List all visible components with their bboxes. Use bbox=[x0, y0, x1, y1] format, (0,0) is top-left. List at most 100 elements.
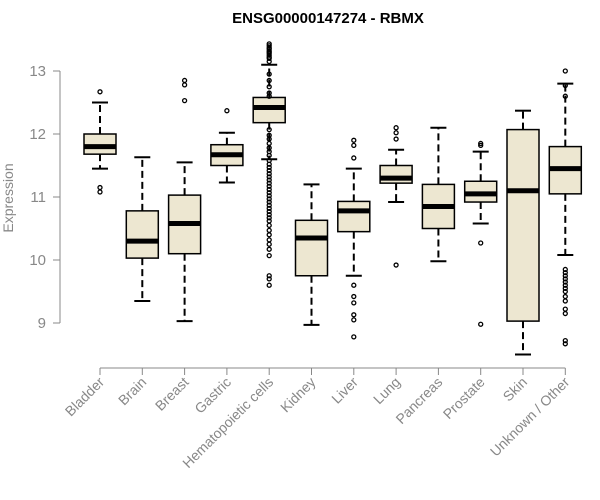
outlier-point bbox=[266, 193, 272, 199]
outlier-point bbox=[266, 237, 272, 243]
outlier-point bbox=[266, 84, 272, 90]
outlier-point bbox=[266, 167, 272, 174]
y-tick-label: 10 bbox=[29, 252, 46, 269]
outlier-point bbox=[266, 202, 272, 208]
outlier-point bbox=[562, 82, 568, 89]
outlier-point bbox=[562, 293, 568, 300]
outlier-point bbox=[181, 97, 188, 104]
outlier-point bbox=[97, 189, 103, 195]
outlier-point bbox=[351, 293, 357, 300]
outlier-point bbox=[351, 312, 357, 318]
outlier-point bbox=[266, 276, 272, 282]
outlier-point bbox=[351, 282, 357, 288]
outlier-point bbox=[266, 180, 272, 186]
outlier-point bbox=[478, 140, 484, 147]
outlier-point bbox=[562, 306, 568, 312]
outlier-point bbox=[181, 77, 188, 84]
iqr-box bbox=[252, 96, 286, 124]
x-tick-label: Brain bbox=[115, 374, 149, 408]
boxes-group bbox=[83, 41, 583, 356]
outlier-point bbox=[562, 68, 568, 74]
outlier-point bbox=[562, 273, 568, 279]
outlier-point bbox=[266, 58, 272, 65]
x-tick-label: Pancreas bbox=[392, 374, 445, 427]
outlier-point bbox=[351, 142, 357, 148]
outlier-point bbox=[393, 125, 399, 131]
outlier-point bbox=[266, 161, 272, 167]
outlier-point bbox=[266, 52, 272, 58]
outlier-point bbox=[266, 164, 272, 171]
outlier-point bbox=[266, 211, 272, 218]
outlier-point bbox=[351, 155, 357, 161]
outlier-point bbox=[562, 279, 568, 285]
x-tick-label: Breast bbox=[152, 374, 192, 414]
x-tick-label: Bladder bbox=[62, 374, 108, 420]
box-brain bbox=[125, 156, 160, 302]
outlier-point bbox=[266, 205, 272, 211]
outlier-point bbox=[266, 171, 272, 177]
outlier-point bbox=[266, 183, 272, 189]
outlier-point bbox=[266, 273, 272, 279]
outlier-point bbox=[478, 142, 484, 148]
x-tick-label: Lung bbox=[370, 374, 403, 407]
outlier-point bbox=[266, 43, 272, 49]
iqr-box bbox=[337, 200, 371, 233]
x-tick-label: Prostate bbox=[440, 374, 488, 422]
outlier-point bbox=[562, 285, 568, 292]
box-pancreas bbox=[421, 126, 456, 263]
outlier-point bbox=[562, 341, 568, 347]
outlier-point bbox=[351, 137, 357, 143]
box-lung bbox=[379, 125, 413, 268]
y-tick-label: 11 bbox=[30, 189, 46, 206]
iqr-box bbox=[125, 210, 160, 259]
chart-title: ENSG00000147274 - RBMX bbox=[232, 10, 424, 27]
box-unknown-other bbox=[548, 68, 583, 347]
outlier-point bbox=[562, 93, 568, 99]
x-tick-label: Liver bbox=[328, 374, 361, 407]
iqr-box bbox=[506, 128, 540, 322]
box-breast bbox=[167, 77, 202, 323]
outlier-point bbox=[266, 208, 272, 215]
outlier-point bbox=[266, 77, 272, 84]
outlier-point bbox=[393, 136, 399, 142]
outlier-point bbox=[266, 199, 272, 205]
outlier-point bbox=[266, 218, 272, 224]
outlier-point bbox=[266, 186, 272, 193]
box-skin bbox=[506, 109, 540, 356]
outlier-point bbox=[393, 130, 399, 136]
outlier-point bbox=[393, 262, 399, 268]
outlier-point bbox=[181, 82, 188, 88]
outlier-point bbox=[266, 246, 272, 252]
box-liver bbox=[337, 137, 371, 340]
outlier-point bbox=[266, 140, 272, 147]
box-gastric bbox=[210, 108, 244, 184]
outlier-point bbox=[562, 266, 568, 273]
outlier-point bbox=[266, 126, 272, 133]
box-kidney bbox=[294, 183, 329, 326]
outlier-point bbox=[351, 334, 357, 340]
outlier-point bbox=[351, 300, 357, 306]
y-tick-label: 9 bbox=[38, 315, 46, 332]
y-axis-label: Expression bbox=[0, 163, 16, 232]
outlier-point bbox=[562, 276, 568, 282]
box-hematopoietic-cells bbox=[252, 41, 286, 288]
outlier-point bbox=[562, 337, 568, 344]
outlier-point bbox=[97, 89, 103, 95]
outlier-point bbox=[266, 152, 272, 159]
outlier-point bbox=[224, 108, 230, 114]
iqr-box bbox=[294, 219, 329, 277]
outlier-point bbox=[266, 282, 272, 288]
outlier-point bbox=[266, 189, 272, 196]
outlier-point bbox=[266, 215, 272, 221]
outlier-point bbox=[562, 288, 568, 295]
y-tick-label: 13 bbox=[29, 63, 46, 80]
x-tick-label: Unknown / Other bbox=[487, 374, 573, 460]
outlier-point bbox=[266, 71, 272, 77]
outlier-point bbox=[562, 310, 568, 317]
outlier-point bbox=[97, 184, 103, 191]
outlier-point bbox=[266, 174, 272, 180]
outlier-point bbox=[478, 321, 484, 327]
y-axis: 9 10 11 12 13 bbox=[29, 63, 61, 332]
outlier-point bbox=[351, 317, 357, 323]
